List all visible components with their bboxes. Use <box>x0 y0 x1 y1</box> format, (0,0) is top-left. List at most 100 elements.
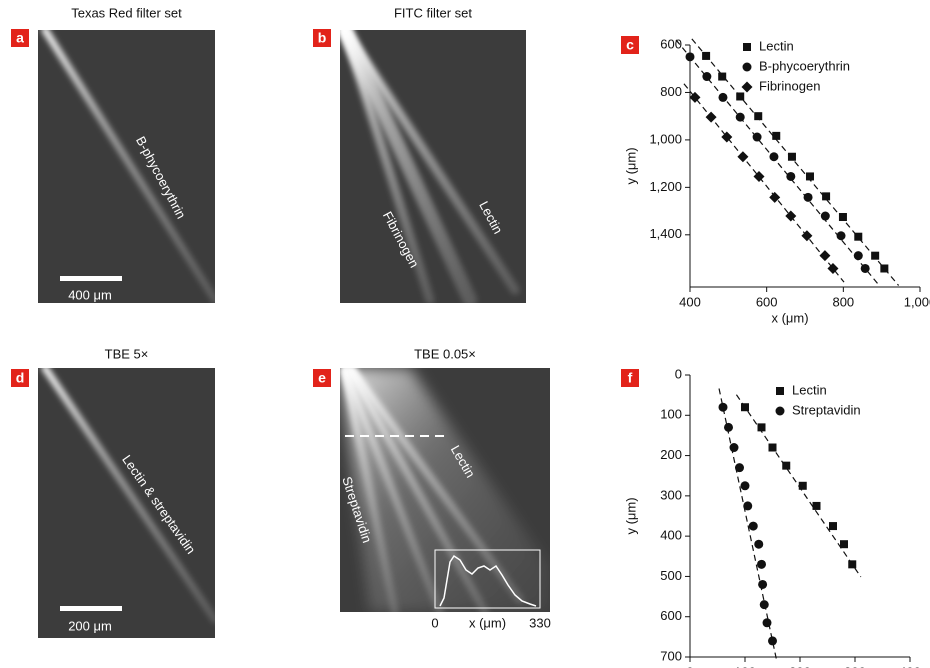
micrograph <box>38 30 215 303</box>
marker <box>753 133 762 142</box>
y-tick-label: 0 <box>675 366 682 381</box>
y-tick-label: 800 <box>660 84 682 99</box>
marker <box>743 501 752 510</box>
micrograph <box>340 30 526 303</box>
marker <box>718 73 726 81</box>
x-tick-label: 400 <box>899 664 921 668</box>
marker <box>822 192 830 200</box>
scale-bar <box>60 606 122 611</box>
marker <box>749 522 758 531</box>
marker <box>702 52 710 60</box>
panel-label: d <box>16 370 25 386</box>
marker <box>861 264 870 273</box>
panel-label: c <box>626 37 634 53</box>
marker <box>806 172 814 180</box>
marker <box>840 540 848 548</box>
legend-marker <box>743 63 752 72</box>
marker <box>839 213 847 221</box>
marker <box>760 600 769 609</box>
marker <box>880 264 888 272</box>
marker <box>769 444 777 452</box>
marker <box>686 52 695 61</box>
x-tick-label: 400 <box>679 294 701 309</box>
marker <box>741 481 750 490</box>
marker <box>724 423 733 432</box>
marker <box>848 560 856 568</box>
marker <box>854 233 862 241</box>
legend-label: Fibrinogen <box>759 78 820 93</box>
x-tick-label: 600 <box>756 294 778 309</box>
marker <box>736 113 745 122</box>
x-tick-label: 100 <box>734 664 756 668</box>
panel-label: a <box>16 30 24 46</box>
marker <box>757 560 766 569</box>
marker <box>769 152 778 161</box>
y-tick-label: 500 <box>660 568 682 583</box>
marker <box>799 482 807 490</box>
panel-label: e <box>318 370 326 386</box>
marker <box>819 250 830 261</box>
legend-label: Lectin <box>759 38 794 53</box>
inset-tick-label: 330 <box>529 615 551 630</box>
x-tick-label: 300 <box>844 664 866 668</box>
marker <box>871 252 879 260</box>
scale-bar-label: 200 μm <box>68 618 112 633</box>
image-title: TBE 5× <box>105 346 149 361</box>
marker <box>804 193 813 202</box>
y-tick-label: 1,200 <box>649 179 682 194</box>
legend-marker <box>776 407 785 416</box>
marker <box>718 93 727 102</box>
y-axis-label: y (μm) <box>623 147 638 184</box>
marker <box>737 151 748 162</box>
inset-x-label: x (μm) <box>469 615 506 630</box>
marker <box>758 423 766 431</box>
marker <box>754 540 763 549</box>
panel-label: b <box>318 30 327 46</box>
marker <box>837 231 846 240</box>
marker <box>719 403 728 412</box>
marker <box>736 92 744 100</box>
y-tick-label: 200 <box>660 447 682 462</box>
marker <box>702 72 711 81</box>
marker <box>735 463 744 472</box>
marker <box>730 443 739 452</box>
legend-marker <box>742 82 753 93</box>
image-title: Texas Red filter set <box>71 5 182 20</box>
marker <box>782 462 790 470</box>
figure: Texas Red filter setaB-phycoerythrin400 … <box>0 0 930 668</box>
x-tick-label: 800 <box>832 294 854 309</box>
marker <box>786 172 795 181</box>
x-tick-label: 1,000 <box>904 294 930 309</box>
marker <box>758 580 767 589</box>
marker <box>772 132 780 140</box>
marker <box>763 618 772 627</box>
scale-bar <box>60 276 122 281</box>
x-tick-label: 200 <box>789 664 811 668</box>
y-axis-label: y (μm) <box>623 497 638 534</box>
marker <box>768 636 777 645</box>
y-tick-label: 400 <box>660 528 682 543</box>
marker <box>741 403 749 411</box>
y-tick-label: 700 <box>660 648 682 663</box>
marker <box>754 112 762 120</box>
panel-label: f <box>628 370 633 386</box>
fit-line <box>736 395 860 577</box>
image-title: TBE 0.05× <box>414 346 476 361</box>
marker <box>788 153 796 161</box>
legend-marker <box>776 387 784 395</box>
y-tick-label: 1,400 <box>649 226 682 241</box>
x-axis-label: x (μm) <box>771 310 808 325</box>
micrograph <box>38 368 215 638</box>
marker <box>854 251 863 260</box>
y-tick-label: 600 <box>660 608 682 623</box>
legend-label: Streptavidin <box>792 402 861 417</box>
scale-bar-label: 400 μm <box>68 287 112 302</box>
x-tick-label: 0 <box>686 664 693 668</box>
marker <box>829 522 837 530</box>
inset-tick-label: 0 <box>431 615 438 630</box>
y-tick-label: 100 <box>660 407 682 422</box>
micrograph <box>340 368 550 612</box>
y-tick-label: 1,000 <box>649 131 682 146</box>
marker <box>813 502 821 510</box>
micrograph-bg <box>38 368 215 638</box>
